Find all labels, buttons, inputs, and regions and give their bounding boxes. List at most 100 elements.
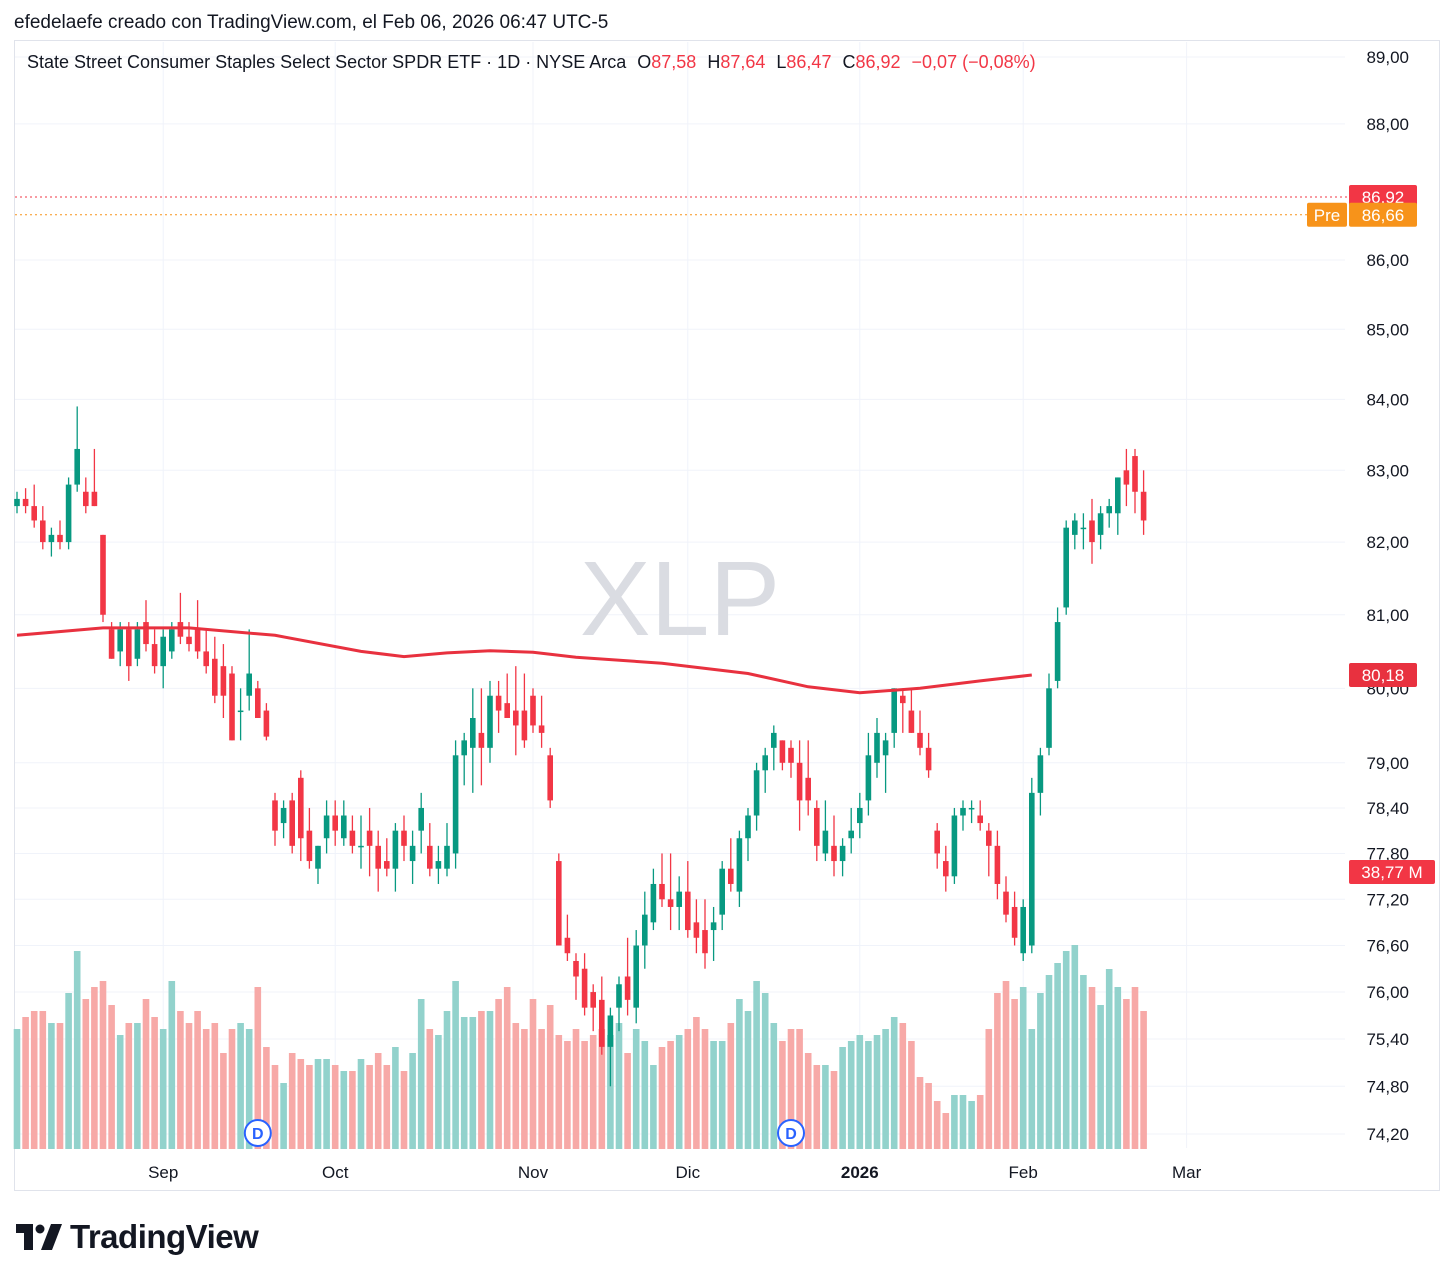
volume-bar	[1123, 999, 1130, 1149]
volume-bar	[73, 951, 81, 1149]
candle-body	[48, 534, 55, 543]
symbol-name: State Street Consumer Staples Select Sec…	[27, 52, 627, 72]
candle-body	[650, 883, 657, 923]
volume-bar	[125, 1023, 133, 1149]
candle	[779, 740, 786, 771]
volume-bar	[357, 1059, 365, 1149]
candle-body	[212, 658, 218, 696]
candle-body	[246, 673, 252, 696]
candle-body	[994, 845, 1001, 884]
candle	[882, 732, 889, 793]
candle	[220, 644, 227, 718]
dividend-marker[interactable]: D	[243, 1119, 272, 1147]
candle-body	[315, 845, 321, 869]
candle	[667, 853, 674, 931]
volume-bar	[693, 1017, 700, 1149]
candle-body	[779, 740, 786, 763]
chart-grid	[15, 42, 1345, 1148]
volume-tag-text: 38,77 M	[1361, 863, 1422, 882]
candle	[702, 899, 708, 969]
chart-legend: State Street Consumer Staples Select Sec…	[27, 52, 1036, 73]
candle	[31, 484, 37, 528]
volume-bar	[65, 993, 72, 1149]
volume-bar	[779, 1041, 786, 1149]
volume-bar	[340, 1071, 348, 1149]
premarket-tag-bg	[1307, 202, 1347, 227]
volume-bar	[383, 1065, 391, 1149]
volume-bar	[99, 981, 107, 1149]
candle-body	[1089, 520, 1095, 543]
candle-body	[848, 830, 854, 839]
candle-body	[960, 807, 966, 816]
candle-body	[1054, 622, 1061, 681]
candle-body	[693, 922, 700, 938]
candle	[1132, 448, 1138, 514]
price-tick-label: 74,20	[1366, 1125, 1409, 1144]
volume-bar	[951, 1095, 958, 1149]
candle-body	[891, 688, 897, 733]
candle-body	[521, 710, 528, 741]
volume-bars	[13, 945, 1147, 1149]
price-tick-label: 74,80	[1366, 1077, 1409, 1096]
dividend-marker[interactable]: D	[777, 1119, 805, 1147]
candle	[470, 688, 476, 793]
candle-body	[805, 777, 811, 801]
tradingview-logo[interactable]: TradingView	[16, 1217, 259, 1257]
volume-bar	[753, 981, 760, 1149]
candle	[745, 807, 751, 862]
candle	[917, 710, 923, 756]
candle-body	[1003, 891, 1009, 915]
candle-body	[934, 830, 940, 854]
candle-body	[968, 807, 975, 810]
volume-bar	[985, 1029, 993, 1149]
candle	[1097, 506, 1104, 550]
candle-body	[134, 629, 141, 659]
candle	[685, 861, 691, 938]
volume-bar	[529, 999, 537, 1149]
candle-body	[633, 945, 639, 1008]
price-tick-label: 76,00	[1366, 983, 1409, 1002]
volume-bar	[1131, 987, 1139, 1149]
volume-bar	[435, 1035, 442, 1149]
candle-body	[14, 498, 20, 507]
price-tick-label: 88,00	[1366, 115, 1409, 134]
dividend-marker-circle	[243, 1119, 272, 1147]
price-tick-label: 85,00	[1366, 320, 1409, 339]
candle	[659, 853, 665, 907]
candle	[951, 807, 958, 884]
candle	[57, 520, 63, 550]
candle-body	[384, 861, 390, 869]
candle	[418, 792, 424, 854]
candle-body	[986, 830, 992, 846]
premarket-price-tag: 86,66	[1349, 202, 1417, 227]
candle	[624, 937, 631, 1016]
candle	[521, 673, 528, 748]
volume-bar	[632, 1029, 640, 1149]
chart-frame	[14, 40, 1440, 1191]
volume-bar	[607, 1035, 614, 1149]
candle	[848, 807, 854, 854]
volume-bar	[30, 1011, 38, 1149]
volume-bar	[701, 1029, 709, 1149]
premarket-price-tag-text: 86,66	[1362, 206, 1405, 225]
candle	[384, 838, 390, 877]
candle	[255, 680, 261, 718]
volume-bar	[443, 1011, 451, 1149]
volume-bar	[366, 1065, 373, 1149]
candle-body	[624, 976, 631, 1000]
candle	[435, 845, 442, 884]
volume-bar	[151, 1017, 158, 1149]
candle-body	[685, 891, 691, 931]
candle	[1046, 673, 1052, 756]
candle	[728, 838, 734, 892]
candle-body	[57, 534, 63, 543]
volume-bar	[822, 1065, 829, 1149]
candle	[349, 815, 356, 854]
candle	[151, 629, 158, 674]
candle	[83, 477, 89, 514]
volume-bar	[598, 1029, 606, 1149]
candle	[444, 823, 450, 877]
candle	[100, 534, 106, 623]
candle-body	[590, 992, 596, 1008]
